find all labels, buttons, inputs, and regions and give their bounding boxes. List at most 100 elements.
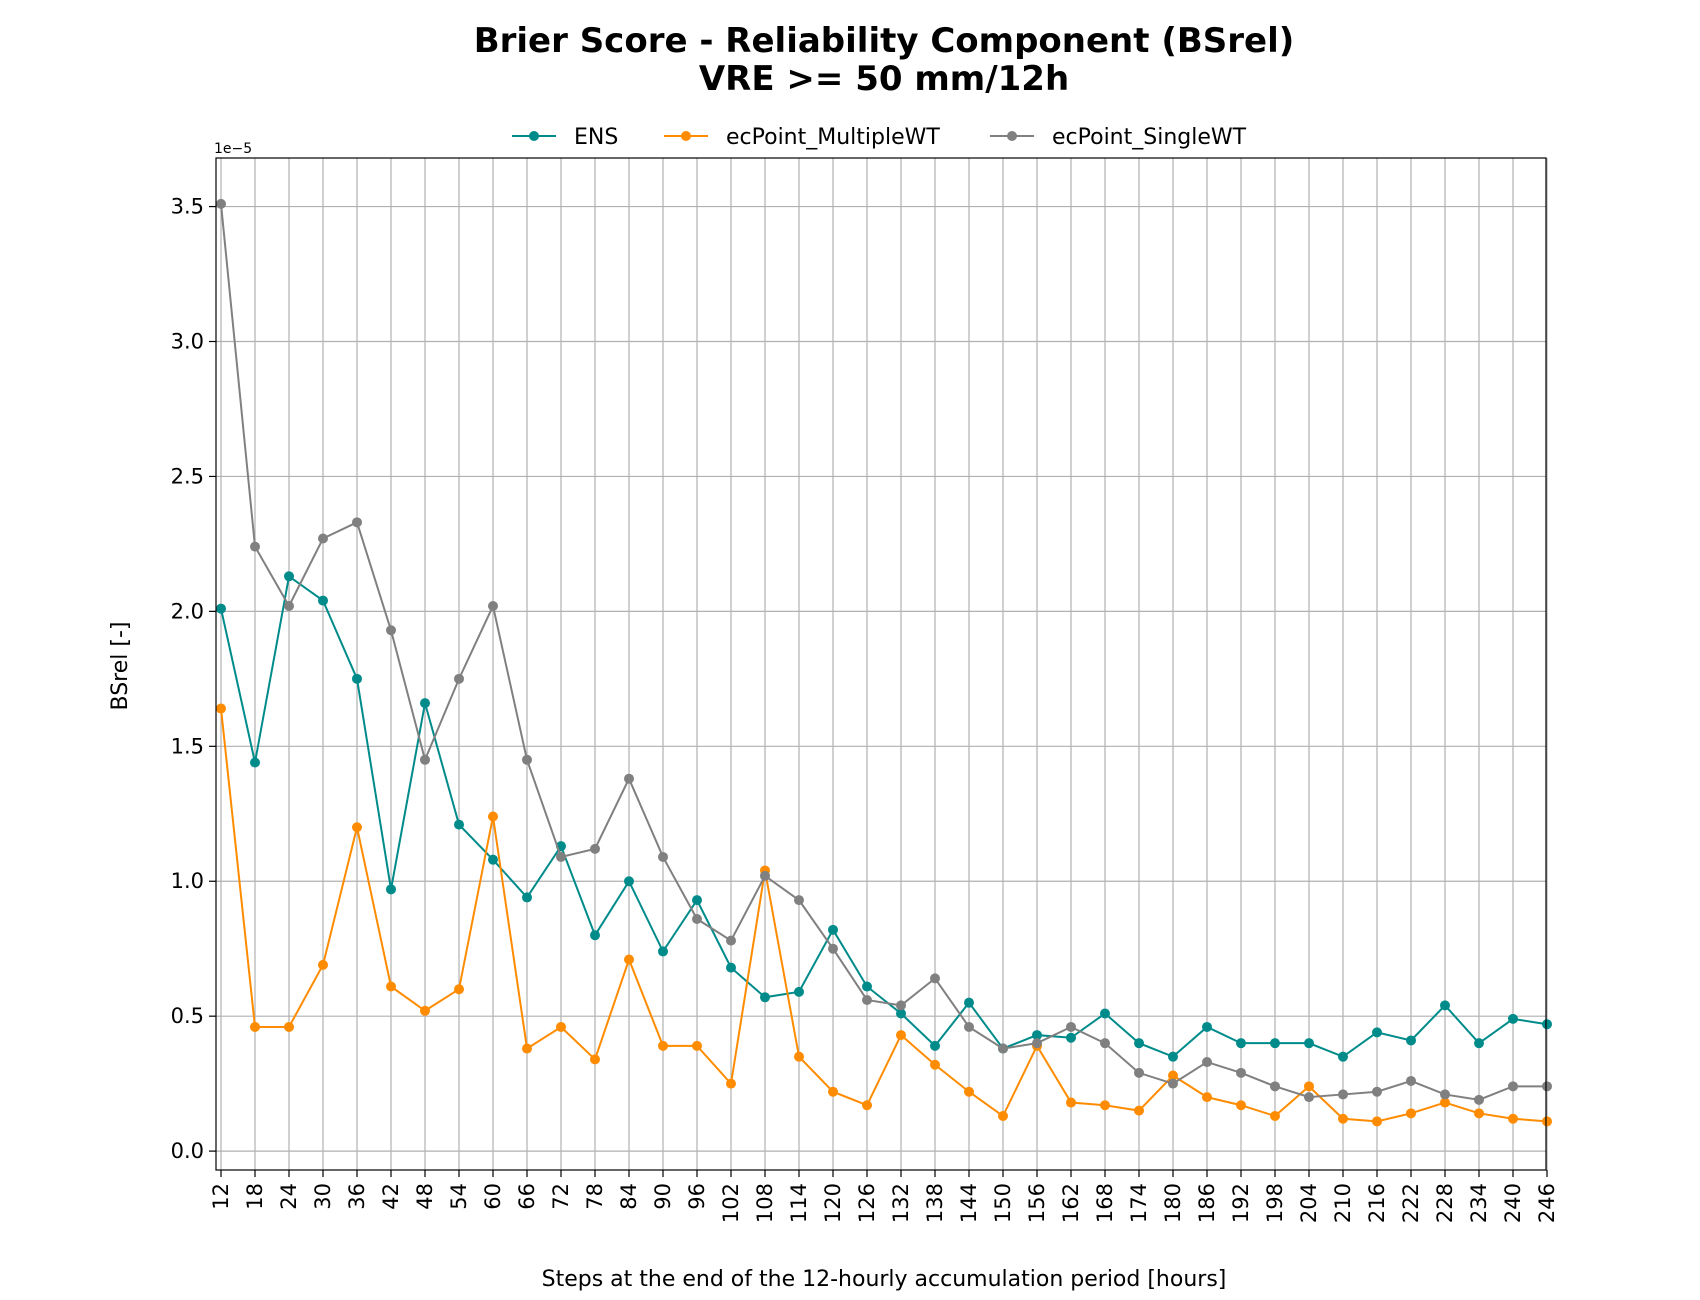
data-point [828,1086,838,1097]
data-point [522,892,532,903]
x-tick-label: 150 [991,1183,1015,1223]
x-tick-label: 228 [1433,1183,1457,1223]
data-point [522,1043,532,1054]
x-tick-label: 216 [1365,1183,1389,1223]
x-axis-label: Steps at the end of the 12-hourly accumu… [542,1267,1227,1292]
x-tick-label: 108 [753,1183,777,1223]
data-point [1066,1032,1076,1043]
data-point [998,1043,1008,1054]
y-tick-label: 0.5 [171,1004,204,1028]
data-point [488,811,498,822]
x-tick-label: 168 [1093,1183,1117,1223]
x-tick-label: 198 [1263,1183,1287,1223]
data-point [386,884,396,895]
y-tick-label: 3.0 [171,330,204,354]
data-point [1474,1094,1484,1105]
x-tick-label: 30 [311,1183,335,1210]
x-tick-label: 72 [549,1183,573,1210]
data-point [1032,1038,1042,1049]
y-axis-ticks: 0.0 0.5 1.0 1.5 2.0 2.5 3.0 3.5 [171,195,216,1163]
data-point [352,517,362,528]
data-point [658,1040,668,1051]
data-point [1372,1086,1382,1097]
data-point [590,1054,600,1065]
data-point [1134,1067,1144,1078]
data-point [590,930,600,941]
data-point [726,962,736,973]
data-point [964,1021,974,1032]
data-point [1066,1021,1076,1032]
x-tick-label: 234 [1467,1183,1491,1223]
data-point [1406,1075,1416,1086]
data-point [1338,1089,1348,1100]
data-point [1032,1030,1042,1041]
legend-marker [681,131,691,141]
data-point [1406,1035,1416,1046]
data-point [1440,1097,1450,1108]
legend-marker [1007,131,1017,141]
data-point [1134,1038,1144,1049]
y-tick-label: 2.5 [171,464,204,488]
data-point [318,533,328,544]
data-point [760,992,770,1003]
data-point [250,1021,260,1032]
data-point [760,870,770,881]
data-point [828,924,838,935]
x-tick-label: 132 [889,1183,913,1223]
data-point [318,595,328,606]
series-line [220,574,1548,1058]
data-point [522,754,532,765]
data-point [658,851,668,862]
x-tick-label: 222 [1399,1183,1423,1223]
data-point [1168,1070,1178,1081]
data-point [1304,1081,1314,1092]
data-point [454,819,464,830]
data-point [1508,1081,1518,1092]
data-point [1440,1000,1450,1011]
data-point [250,541,260,552]
series-line [220,708,1548,1123]
data-point [284,1021,294,1032]
x-tick-label: 48 [413,1183,437,1210]
legend: ENS ecPoint_MultipleWT ecPoint_SingleWT [512,125,1247,150]
data-point [1270,1081,1280,1092]
plot-frame [215,157,1547,1171]
data-point [590,843,600,854]
x-tick-label: 114 [787,1183,811,1223]
series-ens [216,571,1552,1062]
data-point [216,603,226,614]
y-tick-label: 2.0 [171,599,204,623]
x-tick-label: 162 [1059,1183,1083,1223]
data-point [1542,1081,1552,1092]
data-point [862,981,872,992]
data-point [556,851,566,862]
data-point [1202,1057,1212,1068]
data-point [1542,1116,1552,1127]
data-point [896,1000,906,1011]
y-tick-label: 0.0 [171,1139,204,1163]
x-tick-label: 18 [243,1183,267,1210]
data-point [862,994,872,1005]
x-tick-label: 210 [1331,1183,1355,1223]
data-point [386,625,396,636]
data-point [352,822,362,833]
chart-title: Brier Score - Reliability Component (BSr… [474,21,1295,61]
data-point [1168,1051,1178,1062]
data-point [1508,1113,1518,1124]
x-tick-label: 120 [821,1183,845,1223]
data-point [1440,1089,1450,1100]
data-point [284,600,294,611]
data-point [488,854,498,865]
data-point [1474,1108,1484,1119]
grid-lines [216,158,1548,1170]
data-point [658,946,668,957]
data-point [862,1100,872,1111]
x-tick-label: 42 [379,1183,403,1210]
x-tick-label: 102 [719,1183,743,1223]
x-tick-label: 186 [1195,1183,1219,1223]
x-tick-label: 174 [1127,1183,1151,1223]
data-point [352,673,362,684]
data-point [828,943,838,954]
legend-label: ecPoint_MultipleWT [726,125,940,150]
y-axis-label: BSrel [-] [108,622,133,711]
